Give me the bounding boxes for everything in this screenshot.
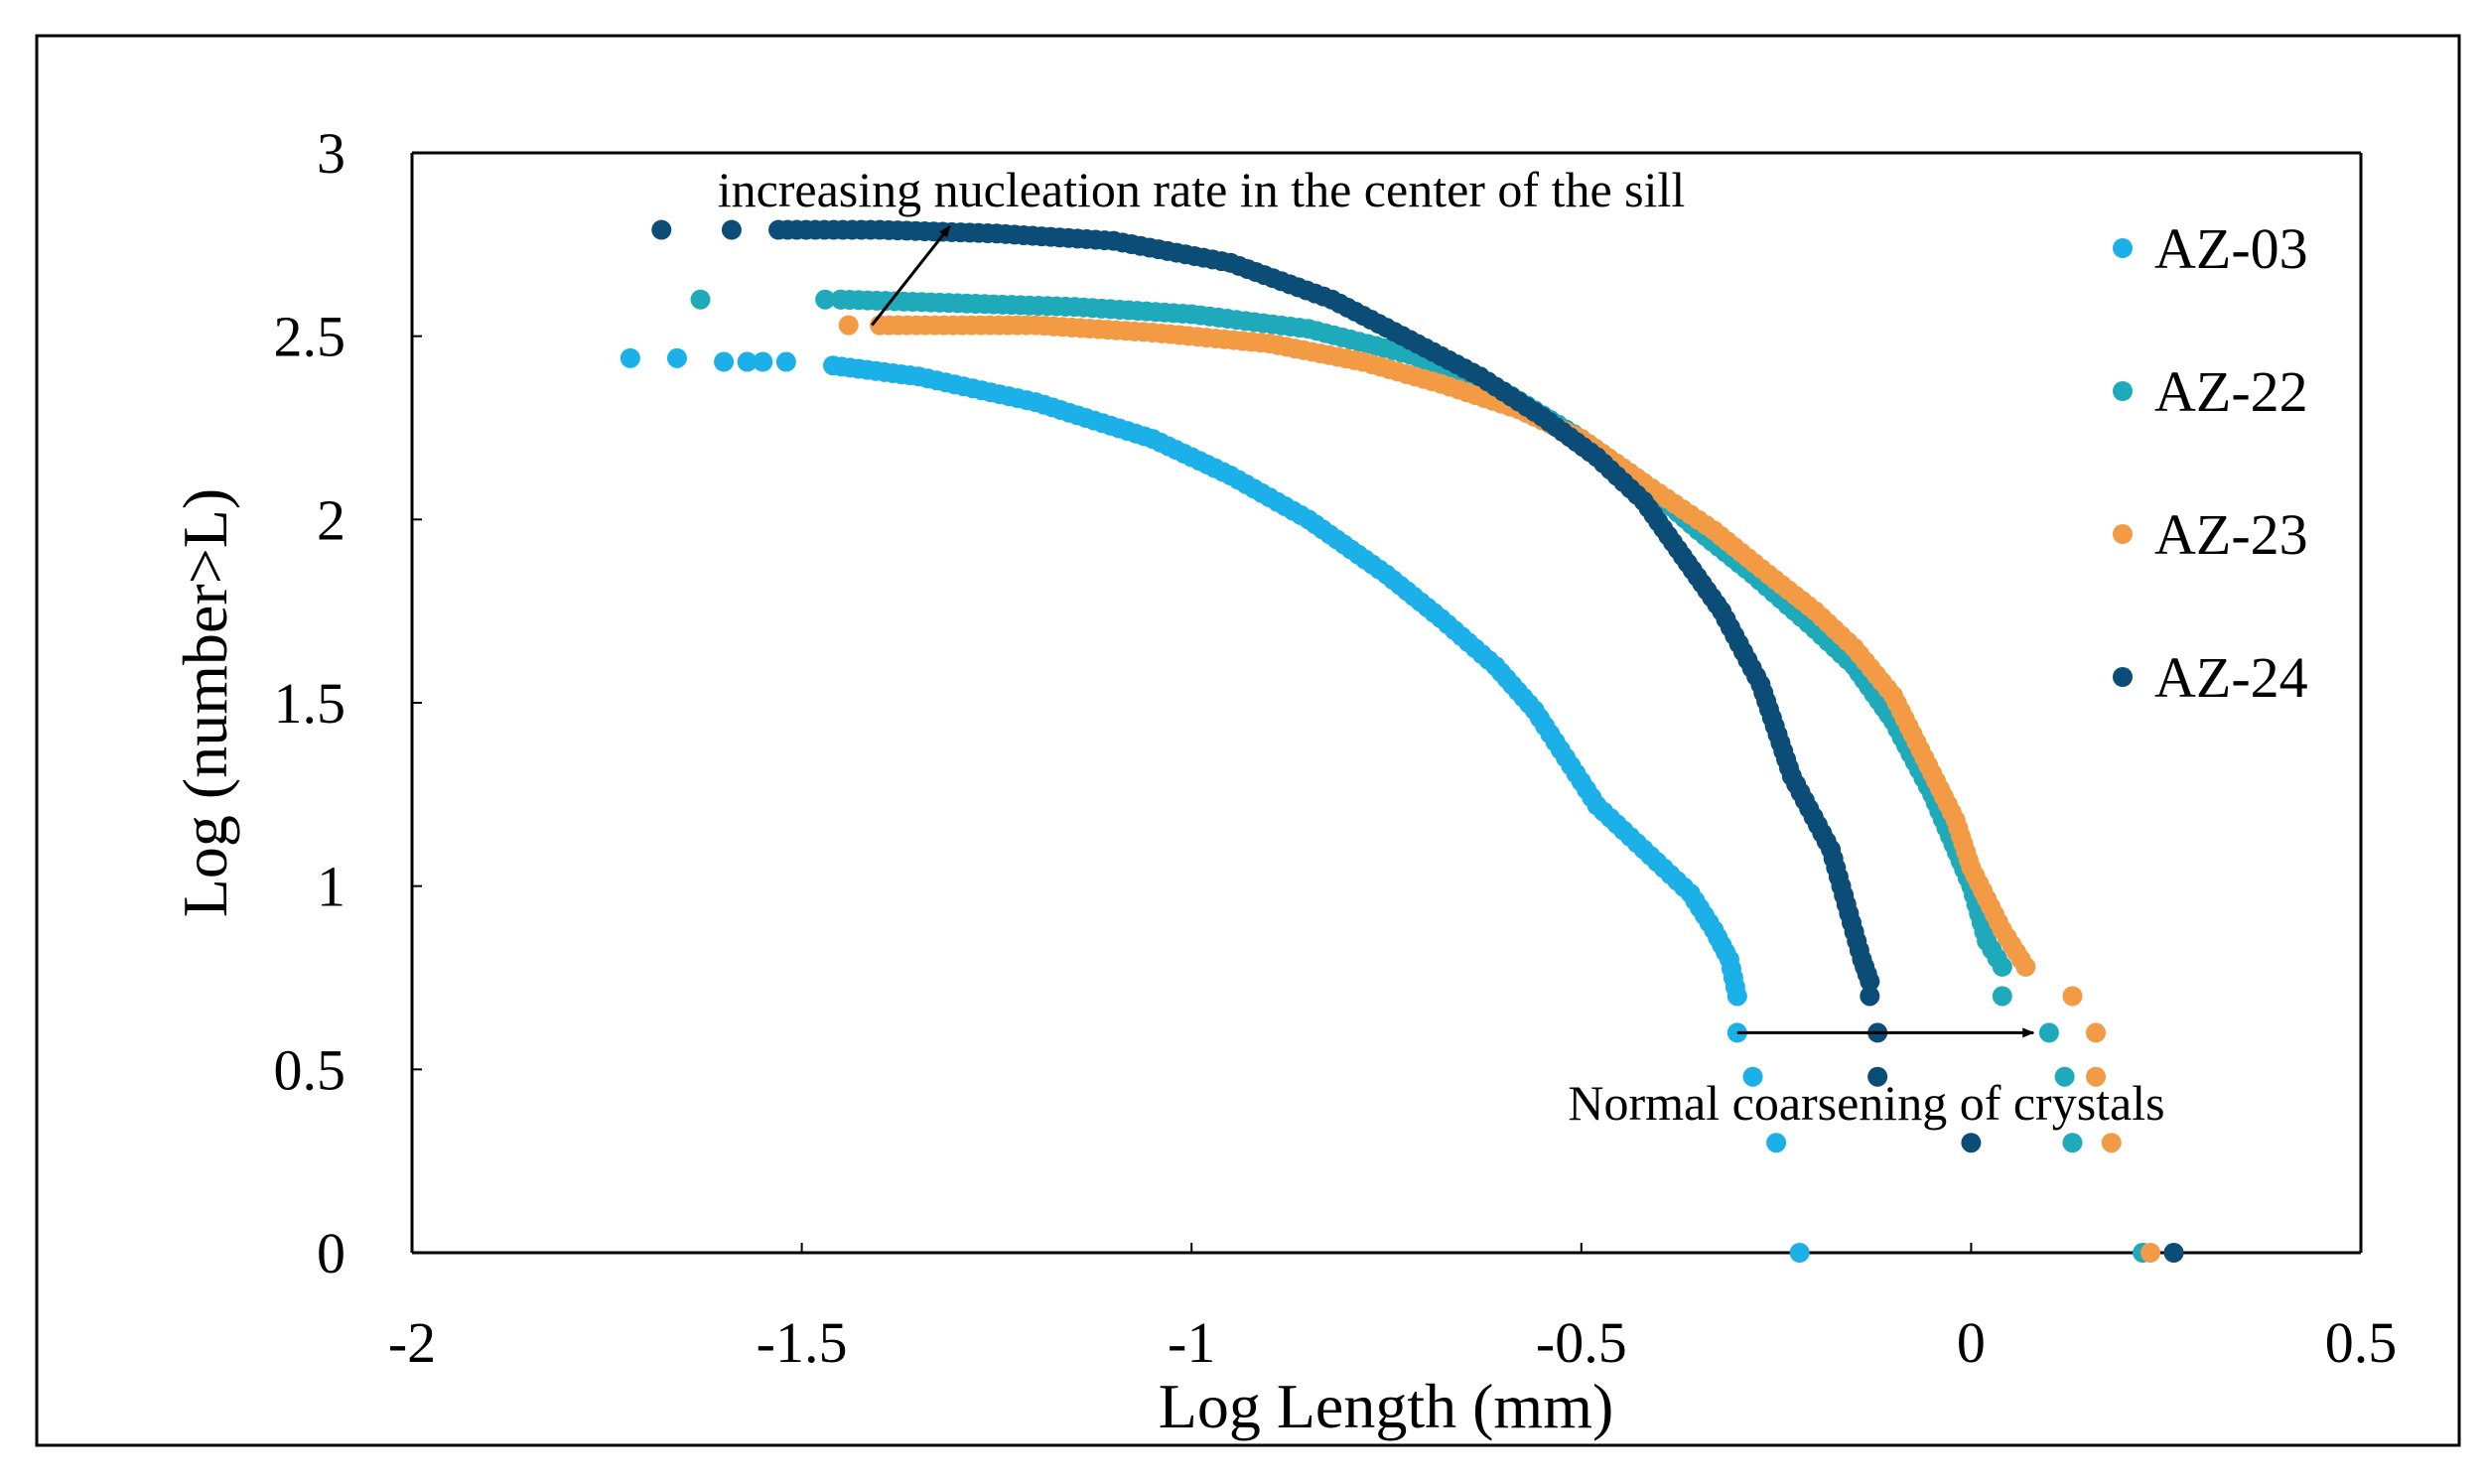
y-tick-label: 1 <box>317 855 345 919</box>
data-point <box>1961 1133 1982 1153</box>
data-point <box>1726 986 1747 1007</box>
data-point <box>2038 1022 2059 1043</box>
data-point <box>1992 986 2012 1007</box>
legend-marker <box>2113 381 2133 401</box>
data-point <box>1992 956 2012 977</box>
data-point <box>1860 986 1880 1007</box>
data-point <box>2062 986 2083 1007</box>
outer-frame <box>35 34 2461 1447</box>
series-az-03 <box>620 347 1810 1263</box>
data-point <box>714 351 735 372</box>
data-point <box>690 289 711 310</box>
legend-item: AZ-22 <box>2113 359 2308 424</box>
annotation-arrow <box>871 224 951 327</box>
data-point <box>666 347 687 368</box>
data-point <box>2101 1133 2122 1153</box>
x-tick-label: 0.5 <box>2325 1310 2398 1375</box>
legend-label: AZ-23 <box>2154 502 2308 567</box>
legend-label: AZ-22 <box>2154 359 2308 424</box>
legend-label: AZ-03 <box>2154 216 2308 281</box>
x-ticks: -2 -1.5 -1 -0.5 0 0.5 <box>388 1243 2397 1375</box>
x-tick-label: 0 <box>1957 1310 1986 1375</box>
data-point <box>2163 1243 2184 1263</box>
x-tick-label: -1 <box>1168 1310 1215 1375</box>
y-ticks: 0 0.5 1 1.5 2 2.5 3 <box>274 121 422 1285</box>
x-axis-title: Log Length (mm) <box>1159 1371 1614 1441</box>
data-point <box>737 351 758 372</box>
y-tick-label: 2 <box>317 487 345 552</box>
legend-item: AZ-24 <box>2113 645 2308 710</box>
data-point <box>838 315 859 336</box>
data-point <box>2054 1066 2075 1087</box>
data-point <box>1789 1243 1810 1263</box>
data-point <box>775 351 796 372</box>
data-point <box>2062 1133 2083 1153</box>
legend-marker <box>2113 667 2133 687</box>
legend-label: AZ-24 <box>2154 645 2308 710</box>
x-tick-label: -1.5 <box>757 1310 848 1375</box>
data-point <box>2015 956 2036 977</box>
y-tick-label: 1.5 <box>274 671 346 736</box>
y-tick-label: 0 <box>317 1221 345 1285</box>
y-tick-label: 2.5 <box>274 305 346 369</box>
data-point <box>1766 1133 1787 1153</box>
legend: AZ-03 AZ-22 AZ-23 AZ-24 <box>2113 216 2308 710</box>
data-point <box>1860 971 1880 992</box>
data-point <box>2086 1022 2107 1043</box>
data-point <box>721 219 742 240</box>
annotation-label: increasing nucleation rate in the center… <box>718 162 1686 217</box>
x-tick-label: -0.5 <box>1536 1310 1627 1375</box>
series-az-24 <box>651 219 2184 1263</box>
legend-item: AZ-03 <box>2113 216 2308 281</box>
data-point <box>2086 1066 2107 1087</box>
data-point <box>753 351 773 372</box>
data-point <box>1867 1066 1888 1087</box>
y-tick-label: 3 <box>317 121 345 186</box>
data-point <box>830 289 851 310</box>
series-layer <box>620 219 2184 1263</box>
y-tick-label: 0.5 <box>274 1037 346 1102</box>
y-axis-title: Log (number>L) <box>170 488 240 917</box>
legend-marker <box>2113 238 2133 258</box>
annotation-layer: increasing nucleation rate in the center… <box>718 162 2165 1131</box>
data-point <box>651 219 672 240</box>
legend-marker <box>2113 524 2133 544</box>
x-tick-label: -2 <box>388 1310 436 1375</box>
annotation-label: Normal coarsening of crystals <box>1568 1075 2164 1131</box>
data-point <box>815 289 836 310</box>
data-point <box>1742 1066 1763 1087</box>
data-point <box>620 347 640 368</box>
legend-item: AZ-23 <box>2113 502 2308 567</box>
data-point <box>2139 1243 2160 1263</box>
